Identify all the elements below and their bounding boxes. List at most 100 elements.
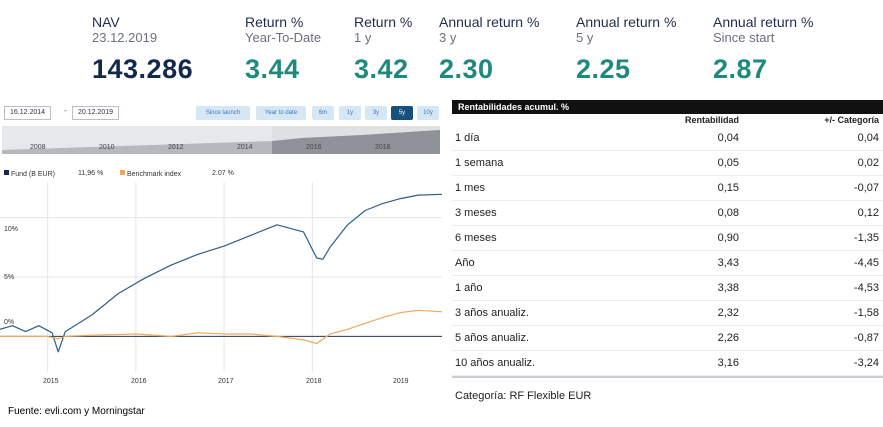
table-header-row: Rentabilidad +/- Categoría bbox=[452, 114, 883, 126]
kpi-annual-5y: Annual return % 5 y 2.25 bbox=[576, 14, 676, 86]
period-cell: 3 meses bbox=[455, 207, 497, 219]
kpi-sublabel: Since start bbox=[713, 30, 775, 45]
cat-cell: -4,45 bbox=[853, 257, 879, 269]
table-row: 1 día 0,04 0,04 bbox=[452, 126, 883, 151]
category-label: Categoría: bbox=[455, 390, 507, 402]
rent-cell: 0,08 bbox=[717, 207, 739, 219]
period-cell: 5 años anualiz. bbox=[455, 332, 529, 344]
column-header-rentabilidad: Rentabilidad bbox=[684, 115, 739, 125]
navigator-year: 2008 bbox=[30, 144, 46, 151]
rent-cell: 3,16 bbox=[717, 357, 739, 369]
legend-fund-label: Fund (B EUR) bbox=[11, 171, 55, 178]
zoom-1y-button[interactable]: 1y bbox=[339, 106, 361, 120]
category-footer: Categoría: RF Flexible EUR bbox=[455, 390, 591, 402]
kpi-value: 3.44 bbox=[245, 54, 300, 84]
table-row: 10 años anualiz. 3,16 -3,24 bbox=[452, 351, 883, 376]
rent-cell: 2,26 bbox=[717, 332, 739, 344]
table-row: 1 año 3,38 -4,53 bbox=[452, 276, 883, 301]
table-row: 3 meses 0,08 0,12 bbox=[452, 201, 883, 226]
legend-benchmark-value: 2.07 % bbox=[212, 170, 234, 177]
cat-cell: -0,07 bbox=[853, 182, 879, 194]
kpi-label: Return % bbox=[245, 14, 304, 30]
range-navigator[interactable]: 2008 2010 2012 2014 2016 2018 bbox=[2, 126, 440, 154]
kpi-label: Annual return % bbox=[439, 14, 540, 30]
kpi-sublabel: 3 y bbox=[439, 30, 457, 45]
legend-benchmark[interactable]: Benchmark index bbox=[120, 170, 181, 178]
kpi-value: 2.30 bbox=[439, 54, 494, 84]
kpi-value: 143.286 bbox=[92, 54, 194, 84]
rent-cell: 0,15 bbox=[717, 182, 739, 194]
cat-cell: 0,02 bbox=[857, 157, 879, 169]
kpi-return-ytd: Return % Year-To-Date 3.44 bbox=[245, 14, 321, 86]
table-row: 5 años anualiz. 2,26 -0,87 bbox=[452, 326, 883, 351]
navigator-year: 2014 bbox=[237, 144, 253, 151]
kpi-value: 3.42 bbox=[354, 54, 409, 84]
period-cell: 1 día bbox=[455, 132, 480, 144]
table-row: 1 semana 0,05 0,02 bbox=[452, 151, 883, 176]
zoom-6m-button[interactable]: 6m bbox=[312, 106, 334, 120]
kpi-return-1y: Return % 1 y 3.42 bbox=[354, 14, 412, 86]
rent-cell: 3,43 bbox=[717, 257, 739, 269]
rent-cell: 2,32 bbox=[717, 307, 739, 319]
legend-fund-value: 11,96 % bbox=[78, 170, 104, 177]
zoom-3y-button[interactable]: 3y bbox=[365, 106, 387, 120]
kpi-nav: NAV 23.12.2019 143.286 bbox=[92, 14, 193, 86]
zoom-10y-button[interactable]: 10y bbox=[417, 106, 439, 120]
table-row: 6 meses 0,90 -1,35 bbox=[452, 226, 883, 251]
cat-cell: 0,12 bbox=[857, 207, 879, 219]
cat-cell: -4,53 bbox=[853, 282, 879, 294]
table-row: Año 3,43 -4,45 bbox=[452, 251, 883, 276]
zoom-ytd-button[interactable]: Year to date bbox=[256, 106, 306, 120]
x-axis-label: 2015 bbox=[43, 378, 59, 385]
kpi-sublabel: 1 y bbox=[354, 30, 372, 45]
table-divider bbox=[452, 376, 883, 378]
kpi-label: Annual return % bbox=[713, 14, 814, 30]
table-title: Rentabilidades acumul. % bbox=[452, 100, 883, 114]
kpi-label: Return % bbox=[354, 14, 413, 30]
cat-cell: -1,58 bbox=[853, 307, 879, 319]
date-separator: - bbox=[64, 106, 67, 115]
kpi-annual-3y: Annual return % 3 y 2.30 bbox=[439, 14, 539, 86]
cat-cell: -3,24 bbox=[853, 357, 879, 369]
zoom-since-launch-button[interactable]: Since launch bbox=[196, 106, 250, 120]
table-row: 1 mes 0,15 -0,07 bbox=[452, 176, 883, 201]
kpi-annual-since-start: Annual return % Since start 2.87 bbox=[713, 14, 813, 86]
category-value: RF Flexible EUR bbox=[509, 390, 592, 402]
kpi-value: 2.25 bbox=[576, 54, 631, 84]
line-chart bbox=[0, 182, 442, 372]
kpi-sublabel: Year-To-Date bbox=[245, 30, 322, 45]
date-to-input[interactable]: 20.12.2019 bbox=[72, 106, 120, 120]
zoom-5y-button[interactable]: 5y bbox=[391, 106, 413, 120]
source-note: Fuente: evli.com y Morningstar bbox=[8, 406, 145, 417]
legend-benchmark-swatch bbox=[120, 170, 125, 175]
navigator-year: 2010 bbox=[99, 144, 115, 151]
table-row: 3 años anualiz. 2,32 -1,58 bbox=[452, 301, 883, 326]
period-cell: 6 meses bbox=[455, 232, 497, 244]
period-cell: 1 año bbox=[455, 282, 483, 294]
rent-cell: 0,04 bbox=[717, 132, 739, 144]
kpi-label: Annual return % bbox=[576, 14, 677, 30]
y-axis-label: 0% bbox=[4, 319, 15, 326]
legend-fund-swatch bbox=[4, 170, 9, 175]
kpi-value: 2.87 bbox=[713, 54, 768, 84]
performance-chart-panel: 16.12.2014 - 20.12.2019 Since launch Yea… bbox=[0, 100, 442, 390]
legend-fund[interactable]: Fund (B EUR) bbox=[4, 170, 55, 178]
period-cell: 3 años anualiz. bbox=[455, 307, 529, 319]
period-cell: 10 años anualiz. bbox=[455, 357, 536, 369]
navigator-year: 2012 bbox=[168, 144, 184, 151]
x-axis-label: 2016 bbox=[131, 378, 147, 385]
navigator-year: 2016 bbox=[306, 144, 322, 151]
fund-series-line bbox=[0, 193, 442, 353]
rent-cell: 0,90 bbox=[717, 232, 739, 244]
date-from-input[interactable]: 16.12.2014 bbox=[4, 106, 52, 120]
y-axis-label: 10% bbox=[4, 226, 19, 233]
column-header-categoria: +/- Categoría bbox=[824, 115, 879, 125]
x-axis-label: 2018 bbox=[306, 378, 322, 385]
x-axis-label: 2019 bbox=[393, 378, 409, 385]
benchmark-series-line bbox=[0, 309, 442, 345]
period-cell: 1 mes bbox=[455, 182, 485, 194]
rent-cell: 3,38 bbox=[717, 282, 739, 294]
kpi-sublabel: 23.12.2019 bbox=[92, 30, 158, 45]
navigator-year: 2018 bbox=[375, 144, 391, 151]
kpi-sublabel: 5 y bbox=[576, 30, 594, 45]
